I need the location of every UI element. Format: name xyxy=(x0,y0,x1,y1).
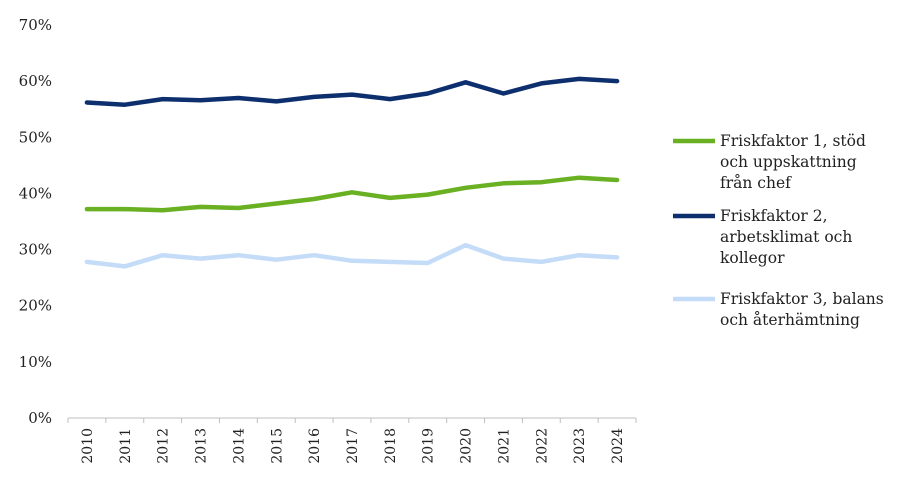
legend: Friskfaktor 1, stöd och uppskattning från … xyxy=(673,132,884,329)
series-lines xyxy=(84,76,620,269)
legend-label: och återhämtning xyxy=(720,311,860,329)
x-tick-label: 2010 xyxy=(80,428,96,464)
x-tick-label: 2020 xyxy=(459,428,475,464)
y-tick-label: 20% xyxy=(19,297,52,315)
x-tick-label: 2016 xyxy=(307,428,323,464)
x-tick-label: 2013 xyxy=(194,428,210,464)
axes xyxy=(67,417,637,423)
legend-label: Friskfaktor 1, stöd xyxy=(720,132,866,150)
y-tick-label: 50% xyxy=(19,128,52,146)
y-tick-label: 40% xyxy=(19,184,52,202)
y-tick-label: 70% xyxy=(19,16,52,34)
legend-label: Friskfaktor 3, balans xyxy=(720,290,884,308)
x-tick-label: 2018 xyxy=(383,428,399,464)
x-tick-label: 2024 xyxy=(610,428,626,464)
x-tick-label: 2011 xyxy=(118,428,134,464)
series-line-1 xyxy=(84,175,620,213)
x-tick-label: 2014 xyxy=(231,428,247,464)
legend-label: arbetsklimat och xyxy=(720,228,852,246)
x-tick-label: 2023 xyxy=(572,428,588,464)
y-tick-label: 0% xyxy=(28,409,52,427)
series-line-2 xyxy=(84,76,620,107)
y-axis-tick-labels: 0% 10% 20% 30% 40% 50% 60% 70% xyxy=(19,16,52,427)
x-tick-label: 2012 xyxy=(156,428,172,464)
legend-label: Friskfaktor 2, xyxy=(720,207,828,225)
legend-label: och uppskattning xyxy=(720,153,857,171)
x-tick-label: 2022 xyxy=(534,428,550,464)
y-tick-label: 10% xyxy=(19,353,52,371)
y-tick-label: 60% xyxy=(19,72,52,90)
x-tick-label: 2021 xyxy=(496,428,512,464)
series-line-3 xyxy=(84,242,620,269)
x-tick-label: 2015 xyxy=(269,428,285,464)
x-tick-label: 2019 xyxy=(421,428,437,464)
x-axis-tick-labels: 2010 2011 2012 2013 2014 2015 2016 2017 2018 2019… xyxy=(80,428,626,464)
legend-label: kollegor xyxy=(720,249,785,267)
y-tick-label: 30% xyxy=(19,241,52,259)
x-tick-label: 2017 xyxy=(345,428,361,464)
legend-label: från chef xyxy=(720,174,792,192)
